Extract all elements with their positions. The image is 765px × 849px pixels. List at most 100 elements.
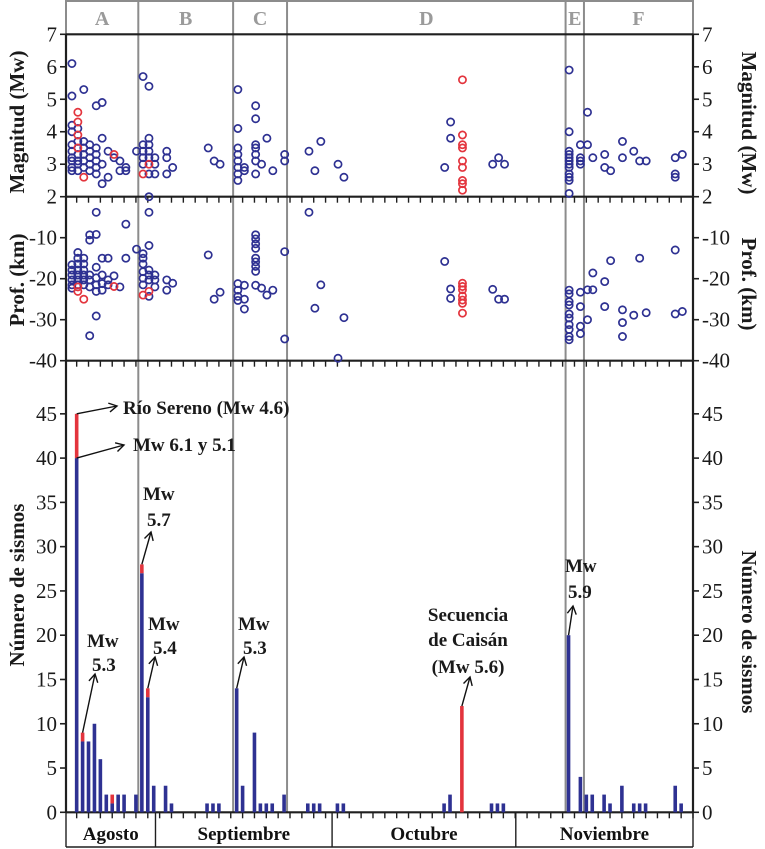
y-tick-label-left: 4 xyxy=(47,120,58,144)
count-bar xyxy=(448,794,452,813)
magnitude-point xyxy=(115,156,125,166)
depth-point xyxy=(132,244,141,254)
depth-point xyxy=(150,282,160,292)
depth-point xyxy=(150,270,160,280)
depth-point xyxy=(239,304,249,314)
count-bar xyxy=(258,803,263,813)
depth-point xyxy=(121,253,131,263)
text-layer: A B C D E F2 23 34 45 56 67 7-10 -10-20 -20-30 -30-40-… xyxy=(5,8,761,845)
depth-point xyxy=(67,265,77,275)
annotation-text: 5.4 xyxy=(153,638,177,659)
depth-point xyxy=(618,318,627,328)
depth-point xyxy=(144,275,154,285)
annotation-text: 5.9 xyxy=(568,582,592,603)
depth-point xyxy=(91,286,101,296)
count-bar-highlight xyxy=(460,706,464,813)
depth-point xyxy=(280,247,290,257)
depth-point xyxy=(73,286,83,296)
magnitude-point xyxy=(121,166,131,176)
depth-point xyxy=(575,302,585,312)
annotation-text: Mw xyxy=(565,556,597,577)
depth-point xyxy=(121,219,131,229)
depth-point xyxy=(251,266,261,276)
count-bar xyxy=(74,458,79,813)
depth-point xyxy=(203,250,213,260)
magnitude-point xyxy=(583,107,592,117)
annotation-text: Mw xyxy=(143,484,175,505)
y-tick-label-left: 5 xyxy=(47,87,58,111)
depth-point xyxy=(251,230,261,240)
annotation-arrow xyxy=(566,604,577,636)
segment-lines-layer xyxy=(65,0,694,813)
depth-point xyxy=(251,257,261,267)
y-tick-label-left: 6 xyxy=(47,55,58,79)
y-tick-label-right: 35 xyxy=(702,490,723,514)
y-tick-label-left: -10 xyxy=(29,226,57,250)
depth-point xyxy=(144,291,154,301)
count-bar xyxy=(92,723,97,813)
depth-point xyxy=(79,275,89,285)
magnitude-point xyxy=(575,159,585,169)
depth-point xyxy=(564,335,574,345)
magnitude-point xyxy=(446,117,456,127)
count-bar xyxy=(566,635,571,813)
depth-point xyxy=(79,270,89,280)
magnitude-point xyxy=(564,127,574,137)
depth-point xyxy=(73,270,83,280)
count-bar xyxy=(80,741,85,813)
depth-point xyxy=(641,308,651,318)
magnitude-point xyxy=(458,143,467,153)
y-tick-label-left: 3 xyxy=(47,152,58,176)
count-bar xyxy=(341,803,346,813)
magnitude-point xyxy=(670,153,680,163)
count-bar xyxy=(264,803,269,813)
depth-point xyxy=(494,294,504,304)
y-tick-label-right: 25 xyxy=(702,579,723,603)
magnitude-point xyxy=(67,59,77,68)
y-tick-label-right: 40 xyxy=(702,446,723,470)
depth-point xyxy=(458,308,467,318)
magnitude-point xyxy=(583,140,592,150)
depth-point xyxy=(575,321,585,331)
count-bar xyxy=(620,785,624,813)
depth-point xyxy=(79,259,89,269)
segment-label: D xyxy=(419,8,433,30)
annotation-text: Secuencia xyxy=(428,605,509,626)
depth-point xyxy=(310,303,320,313)
count-bar xyxy=(602,794,606,813)
annotation-text: Mw xyxy=(238,614,270,635)
depth-point xyxy=(138,280,148,290)
magnitude-point xyxy=(588,153,598,163)
y-tick-label-right: 5 xyxy=(702,87,713,111)
depth-point xyxy=(79,294,89,304)
count-bar xyxy=(140,573,144,813)
magnitude-point xyxy=(458,185,467,195)
annotation-arrow xyxy=(76,442,126,459)
count-bar xyxy=(608,803,612,813)
y-axis-title-left: Magnitud (Mw) xyxy=(5,51,29,194)
magnitude-point xyxy=(144,159,154,169)
count-bar xyxy=(86,741,91,813)
depth-point xyxy=(73,282,83,292)
depth-point xyxy=(618,332,627,341)
magnitude-point xyxy=(575,156,585,166)
magnitude-point xyxy=(564,176,574,185)
magnitude-point xyxy=(233,124,243,133)
magnitude-point xyxy=(97,179,107,189)
count-bar xyxy=(98,759,103,813)
count-bar xyxy=(234,688,239,813)
magnitude-point xyxy=(618,153,627,163)
y-tick-label-left: 7 xyxy=(47,22,58,46)
annotation-text: 5.3 xyxy=(243,638,267,659)
depth-point xyxy=(564,309,574,319)
y-tick-label-right: 0 xyxy=(702,800,713,824)
depth-point xyxy=(144,286,154,296)
depth-point xyxy=(162,285,172,295)
depth-point xyxy=(446,284,456,294)
magnitude-point xyxy=(73,107,83,117)
y-tick-label-left: 20 xyxy=(36,623,57,647)
depth-point xyxy=(268,285,278,295)
magnitude-point xyxy=(618,137,627,146)
annotation-text: Mw 6.1 y 5.1 xyxy=(133,435,236,456)
depth-point xyxy=(79,253,89,263)
